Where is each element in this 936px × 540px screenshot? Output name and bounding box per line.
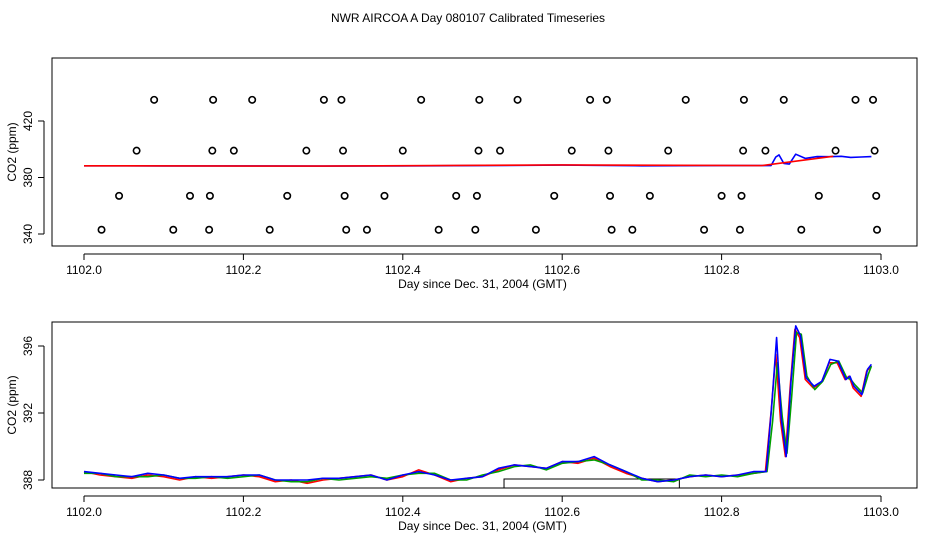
data-point bbox=[472, 191, 481, 200]
data-point bbox=[205, 225, 214, 234]
data-point bbox=[869, 95, 878, 104]
figure-title: NWR AIRCOA A Day 080107 Calibrated Times… bbox=[331, 11, 605, 25]
series-line-1 bbox=[83, 328, 872, 485]
data-point bbox=[186, 191, 195, 200]
y-tick-label: 392 bbox=[21, 403, 35, 423]
series-line-2 bbox=[83, 155, 834, 167]
data-point bbox=[229, 146, 238, 155]
data-point bbox=[150, 95, 159, 104]
data-point bbox=[496, 146, 505, 155]
series-line-3 bbox=[83, 325, 873, 483]
x-tick-label: 1103.0 bbox=[863, 505, 899, 519]
data-point bbox=[870, 146, 879, 155]
data-point bbox=[115, 191, 124, 200]
series-line-1 bbox=[83, 153, 872, 167]
plot-frame bbox=[51, 321, 918, 489]
data-point bbox=[872, 191, 881, 200]
data-point bbox=[319, 95, 328, 104]
data-point bbox=[737, 191, 746, 200]
x-tick-label: 1102.2 bbox=[225, 263, 261, 277]
y-tick-label: 420 bbox=[21, 111, 35, 131]
x-axis-label: Day since Dec. 31, 2004 (GMT) bbox=[398, 519, 567, 533]
data-point bbox=[604, 146, 613, 155]
x-tick-label: 1102.4 bbox=[385, 263, 421, 277]
x-tick-label: 1102.2 bbox=[225, 505, 261, 519]
data-point bbox=[586, 95, 595, 104]
series-line-2 bbox=[84, 331, 873, 483]
data-point bbox=[265, 225, 274, 234]
data-point bbox=[606, 191, 615, 200]
data-point bbox=[362, 225, 371, 234]
data-point bbox=[513, 95, 522, 104]
y-tick-label: 388 bbox=[21, 470, 35, 490]
time-bracket bbox=[503, 478, 680, 488]
data-point bbox=[602, 95, 611, 104]
data-point bbox=[664, 146, 673, 155]
data-point bbox=[169, 225, 178, 234]
data-point bbox=[681, 95, 690, 104]
data-point bbox=[831, 146, 840, 155]
plot-frame bbox=[51, 57, 918, 247]
y-tick-label: 340 bbox=[21, 224, 35, 244]
data-point bbox=[380, 191, 389, 200]
data-point bbox=[340, 191, 349, 200]
data-point bbox=[739, 146, 748, 155]
data-point bbox=[434, 225, 443, 234]
data-point bbox=[739, 95, 748, 104]
data-point bbox=[700, 225, 709, 234]
data-point bbox=[717, 191, 726, 200]
data-point bbox=[337, 95, 346, 104]
data-point bbox=[797, 225, 806, 234]
data-point bbox=[779, 95, 788, 104]
data-point bbox=[452, 191, 461, 200]
data-point bbox=[567, 146, 576, 155]
data-point bbox=[302, 146, 311, 155]
data-point bbox=[208, 146, 217, 155]
bottom-panel: 1102.0 1102.2 1102.4 1102.6 1102.8 1103.0 Day … bbox=[5, 321, 918, 533]
data-point bbox=[398, 146, 407, 155]
data-point bbox=[814, 191, 823, 200]
top-panel: 1102.0 1102.2 1102.4 1102.6 1102.8 1103.0 Day … bbox=[5, 57, 918, 291]
data-point bbox=[205, 191, 214, 200]
data-point bbox=[761, 146, 770, 155]
data-point bbox=[97, 225, 106, 234]
data-point bbox=[531, 225, 540, 234]
data-point bbox=[851, 95, 860, 104]
x-tick-label: 1102.4 bbox=[385, 505, 421, 519]
data-point bbox=[873, 225, 882, 234]
data-point bbox=[475, 95, 484, 104]
x-tick-label: 1102.0 bbox=[66, 263, 102, 277]
y-axis-label: CO2 (ppm) bbox=[5, 375, 19, 434]
x-tick-label: 1102.6 bbox=[544, 263, 580, 277]
data-point bbox=[248, 95, 257, 104]
data-point bbox=[628, 225, 637, 234]
data-point bbox=[550, 191, 559, 200]
x-axis-label: Day since Dec. 31, 2004 (GMT) bbox=[398, 277, 567, 291]
data-point bbox=[645, 191, 654, 200]
data-point bbox=[209, 95, 218, 104]
data-point bbox=[735, 225, 744, 234]
x-tick-label: 1103.0 bbox=[863, 263, 899, 277]
data-point bbox=[471, 225, 480, 234]
y-tick-label: 396 bbox=[21, 336, 35, 356]
data-point bbox=[283, 191, 292, 200]
x-tick-label: 1102.8 bbox=[704, 263, 740, 277]
data-point bbox=[339, 146, 348, 155]
x-tick-label: 1102.6 bbox=[544, 505, 580, 519]
data-point bbox=[474, 146, 483, 155]
y-tick-label: 380 bbox=[21, 167, 35, 187]
data-point bbox=[132, 146, 141, 155]
data-point bbox=[342, 225, 351, 234]
data-point bbox=[607, 225, 616, 234]
y-axis-label: CO2 (ppm) bbox=[5, 122, 19, 181]
x-tick-label: 1102.0 bbox=[66, 505, 102, 519]
x-tick-label: 1102.8 bbox=[704, 505, 740, 519]
data-point bbox=[417, 95, 426, 104]
